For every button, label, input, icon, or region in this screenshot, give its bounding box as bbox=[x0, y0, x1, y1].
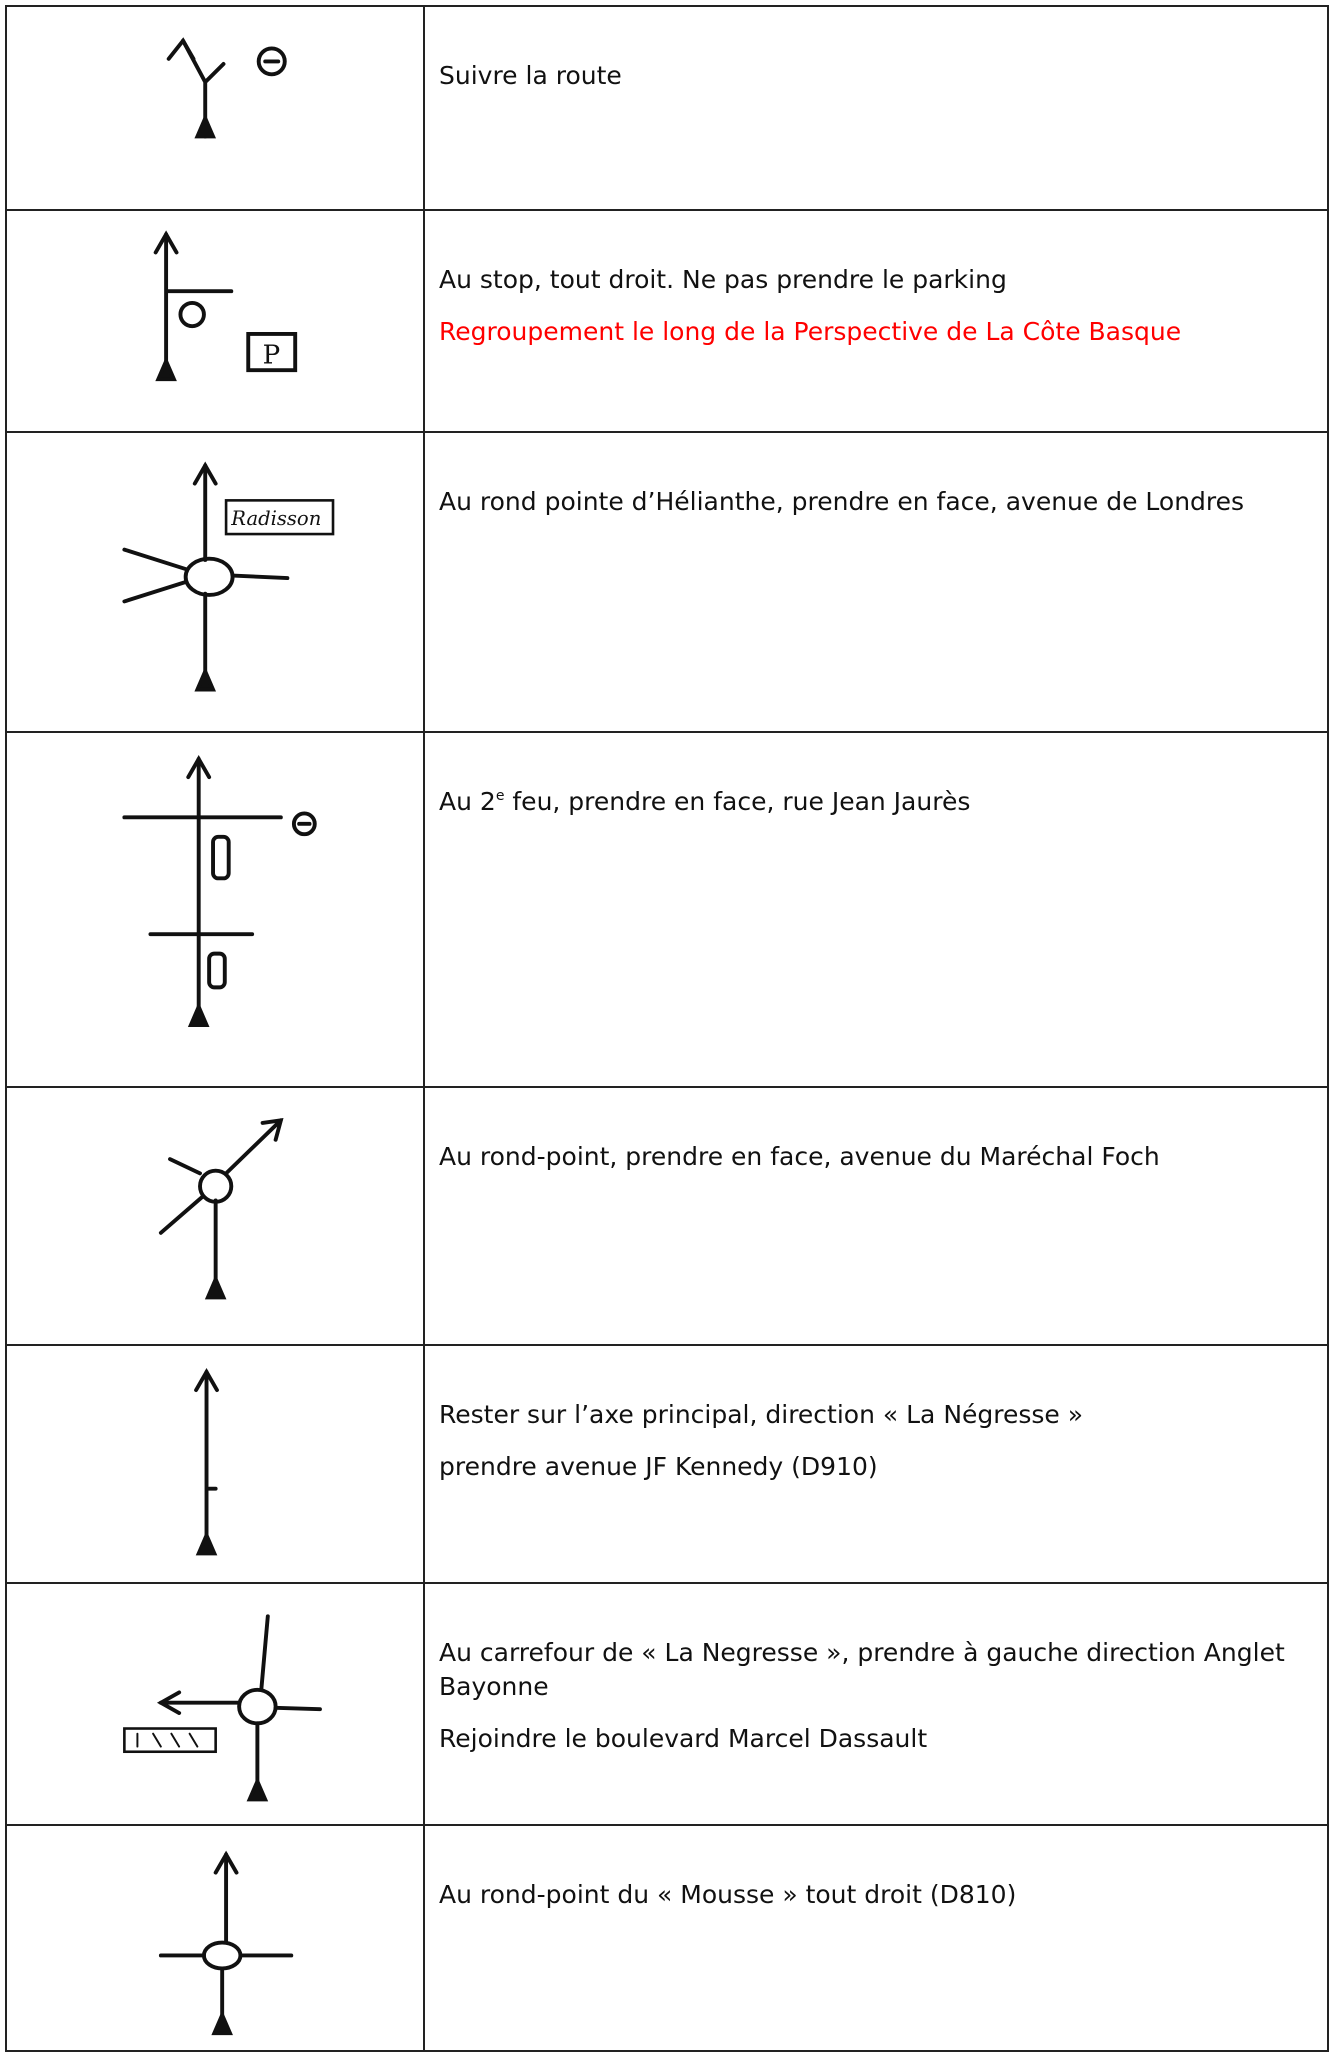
table-row: Au carrefour de « La Negresse », prendre… bbox=[5, 1584, 1329, 1826]
instruction-line: Au rond-point, prendre en face, avenue d… bbox=[439, 1140, 1315, 1174]
table-row: Suivre la route bbox=[5, 7, 1329, 211]
directions-table: Suivre la route P Au stop, tout droit. Ne … bbox=[5, 5, 1329, 2052]
instruction-line: Suivre la route bbox=[439, 59, 1315, 93]
instruction-line: Au rond-point du « Mousse » tout droit (… bbox=[439, 1878, 1315, 1912]
route-sketch: P bbox=[153, 230, 298, 382]
superscript: e bbox=[495, 788, 505, 804]
instruction-line: Rester sur l’axe principal, direction « … bbox=[439, 1398, 1315, 1432]
table-row: Au rond-point, prendre en face, avenue d… bbox=[5, 1088, 1329, 1346]
table-row: Au 2e feu, prendre en face, rue Jean Jau… bbox=[5, 733, 1329, 1088]
route-sketch bbox=[158, 1117, 284, 1300]
table-row: Au rond-point du « Mousse » tout droit (… bbox=[5, 1826, 1329, 2052]
sketch-cell: P bbox=[7, 211, 425, 431]
instruction-line: Au 2e feu, prendre en face, rue Jean Jau… bbox=[439, 785, 1315, 819]
sketch-cell bbox=[7, 733, 425, 1086]
table-row: Radisson Au rond pointe d’Hélianthe, pren… bbox=[5, 433, 1329, 733]
text: Au rond-point, prendre en face, avenue d… bbox=[439, 1142, 1160, 1171]
sketch-cell bbox=[7, 1584, 425, 1824]
route-sketch bbox=[166, 37, 287, 139]
sketch-cell bbox=[7, 1088, 425, 1344]
route-sketch bbox=[122, 755, 317, 1027]
text: Au carrefour de « La Negresse », prendre… bbox=[439, 1638, 1285, 1701]
instruction-cell: Au 2e feu, prendre en face, rue Jean Jau… bbox=[425, 733, 1327, 1086]
route-sketch: Radisson bbox=[122, 461, 335, 692]
instruction-cell: Au rond pointe d’Hélianthe, prendre en f… bbox=[425, 433, 1327, 731]
table-row: Rester sur l’axe principal, direction « … bbox=[5, 1346, 1329, 1584]
text: Au 2 bbox=[439, 787, 496, 816]
instruction-line: Au stop, tout droit. Ne pas prendre le p… bbox=[439, 263, 1315, 297]
text: Suivre la route bbox=[439, 61, 622, 90]
table-row: P Au stop, tout droit. Ne pas prendre le … bbox=[5, 211, 1329, 433]
sketch-cell bbox=[7, 1346, 425, 1582]
instruction-line: Au carrefour de « La Negresse », prendre… bbox=[439, 1636, 1315, 1704]
sign-label: Radisson bbox=[230, 507, 321, 530]
route-sketch bbox=[123, 1614, 322, 1802]
text: prendre avenue JF Kennedy (D910) bbox=[439, 1452, 878, 1481]
route-sketch bbox=[194, 1368, 219, 1556]
instruction-cell: Au rond-point, prendre en face, avenue d… bbox=[425, 1088, 1327, 1344]
instruction-line: Rejoindre le boulevard Marcel Dassault bbox=[439, 1722, 1315, 1756]
instruction-line: Au rond pointe d’Hélianthe, prendre en f… bbox=[439, 485, 1315, 519]
instruction-cell: Au rond-point du « Mousse » tout droit (… bbox=[425, 1826, 1327, 2050]
sketch-cell bbox=[7, 1826, 425, 2050]
instruction-line: prendre avenue JF Kennedy (D910) bbox=[439, 1450, 1315, 1484]
sketch-cell: Radisson bbox=[7, 433, 425, 731]
instruction-cell: Au stop, tout droit. Ne pas prendre le p… bbox=[425, 211, 1327, 431]
instruction-cell: Suivre la route bbox=[425, 7, 1327, 209]
text: feu, prendre en face, rue Jean Jaurès bbox=[504, 787, 971, 816]
text: Au rond-point du « Mousse » tout droit (… bbox=[439, 1880, 1017, 1909]
sketch-cell bbox=[7, 7, 425, 209]
instruction-cell: Rester sur l’axe principal, direction « … bbox=[425, 1346, 1327, 1582]
text: Rester sur l’axe principal, direction « … bbox=[439, 1400, 1084, 1429]
text: Au stop, tout droit. Ne pas prendre le p… bbox=[439, 265, 1007, 294]
instruction-cell: Au carrefour de « La Negresse », prendre… bbox=[425, 1584, 1327, 1824]
sign-label: P bbox=[263, 341, 281, 371]
text: Rejoindre le boulevard Marcel Dassault bbox=[439, 1724, 928, 1753]
text: Au rond pointe d’Hélianthe, prendre en f… bbox=[439, 487, 1245, 516]
text: Regroupement le long de la Perspective d… bbox=[439, 317, 1182, 346]
route-sketch bbox=[158, 1850, 294, 2036]
instruction-line: Regroupement le long de la Perspective d… bbox=[439, 315, 1315, 349]
